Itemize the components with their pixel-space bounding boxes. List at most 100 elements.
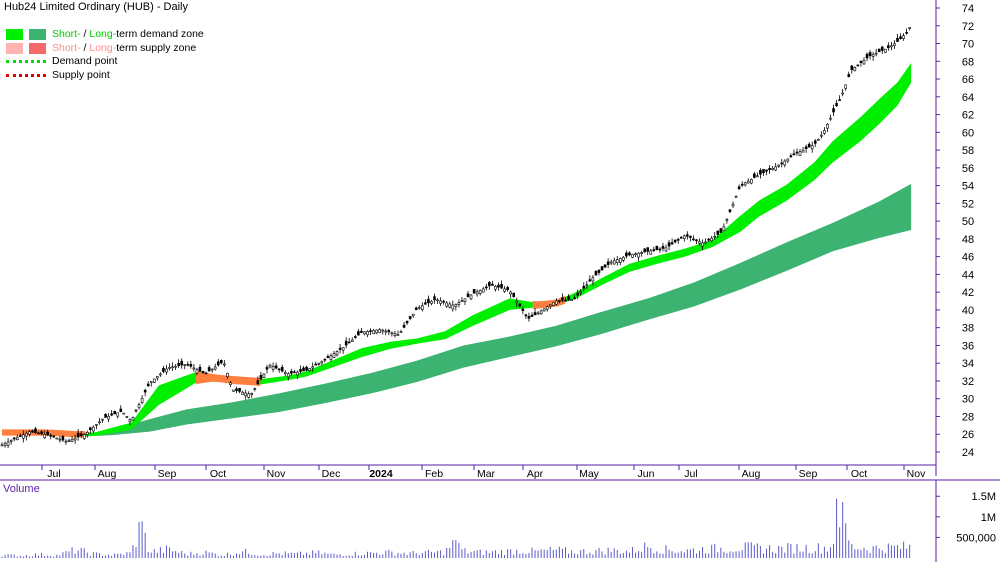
candle-body [813, 140, 817, 144]
candle-body [250, 393, 254, 395]
legend-separator: / [80, 28, 90, 41]
candle-body [774, 166, 777, 171]
candle-body [201, 371, 205, 374]
candle-body [667, 242, 671, 247]
candle-body [643, 248, 646, 253]
candle-body [810, 145, 814, 150]
candle-body [640, 252, 643, 255]
candle-body [552, 302, 555, 306]
price-y-tick-label: 68 [962, 56, 974, 68]
legend-demand-point-label: Demand point [52, 55, 118, 68]
candle-body [140, 398, 144, 403]
demand-point-line-icon [6, 60, 46, 64]
x-tick-label: Oct [851, 468, 867, 480]
candle-body [344, 340, 348, 346]
candle-body [338, 347, 342, 350]
candle-body [625, 252, 628, 257]
candle-body [756, 175, 759, 178]
price-y-tick-label: 66 [962, 74, 974, 86]
candle-body [143, 389, 147, 393]
candle-body [287, 373, 290, 378]
candle-body [451, 304, 455, 310]
candle-body [768, 168, 771, 171]
candle-body [783, 160, 787, 166]
candle-body [664, 247, 668, 252]
candle-body [585, 284, 589, 287]
candle-body [838, 99, 841, 101]
volume-plot-area [1, 498, 911, 558]
legend-supply-zone-label: term supply zone [116, 41, 197, 54]
candle-body [149, 381, 153, 383]
candle-body [82, 434, 86, 439]
candle-body [9, 440, 13, 442]
candle-body [844, 84, 848, 89]
candle-body [256, 380, 260, 385]
candle-body [31, 430, 34, 433]
candle-body [104, 414, 107, 418]
candle-body [719, 228, 723, 233]
candle-body [220, 359, 223, 364]
candle-body [679, 237, 683, 239]
candle-body [494, 285, 497, 290]
candle-body [542, 308, 546, 312]
candle-body [673, 239, 677, 243]
candle-body [439, 300, 442, 304]
candle-body [603, 264, 607, 268]
candle-body [405, 320, 409, 324]
candle-body [545, 306, 549, 310]
candle-body [64, 440, 68, 443]
candle-body [128, 419, 132, 423]
candle-body [716, 230, 720, 235]
candle-body [436, 299, 439, 302]
candle-body [329, 355, 333, 360]
candle-body [213, 366, 217, 370]
candle-body [387, 330, 391, 333]
price-y-tick-label: 60 [962, 127, 974, 139]
legend-demand-zone-label: term demand zone [116, 28, 204, 41]
candle-body [76, 432, 80, 438]
price-y-tick-label: 72 [962, 21, 974, 33]
candle-body [649, 250, 653, 255]
candle-body [424, 302, 427, 305]
candle-body [433, 296, 436, 301]
candle-body [366, 331, 369, 336]
candle-body [749, 179, 753, 184]
candle-body [798, 151, 802, 156]
candle-body [795, 151, 799, 154]
candle-body [417, 306, 421, 309]
price-y-tick-label: 54 [962, 181, 974, 193]
candle-body [701, 242, 704, 247]
candle-body [893, 43, 896, 46]
candle-body [661, 246, 665, 249]
candle-body [807, 143, 811, 148]
candle-body [484, 286, 488, 289]
candle-body [244, 392, 247, 397]
x-tick-label: Jun [638, 468, 655, 480]
candle-body [308, 368, 311, 371]
candle-body [609, 261, 613, 264]
candle-body [597, 269, 601, 273]
price-y-tick-label: 44 [962, 269, 974, 281]
candle-body [37, 432, 40, 435]
candle-body [28, 431, 31, 435]
candle-body [475, 291, 479, 295]
candle-body [107, 416, 110, 420]
candle-body [216, 361, 220, 366]
candle-body [299, 369, 302, 372]
candle-body [3, 443, 7, 446]
candle-body [384, 330, 388, 333]
volume-title: Volume [3, 483, 40, 495]
volume-y-tick-label: 1M [981, 512, 996, 524]
candle-body [162, 367, 165, 372]
candle-body [466, 293, 470, 298]
volume-y-tick-label: 1.5M [972, 491, 996, 503]
candle-body [570, 299, 573, 301]
candle-body [637, 252, 640, 258]
price-y-tick-label: 48 [962, 234, 974, 246]
price-y-tick-label: 28 [962, 411, 974, 423]
candle-body [381, 329, 385, 332]
price-y-tick-label: 52 [962, 198, 974, 210]
candle-body [536, 312, 540, 315]
candle-body [521, 308, 525, 312]
price-y-ticks: 24 26 28 30 32 34 36 38 40 42 44 46 48 50 52 54 56 58 60 62… [936, 3, 974, 459]
